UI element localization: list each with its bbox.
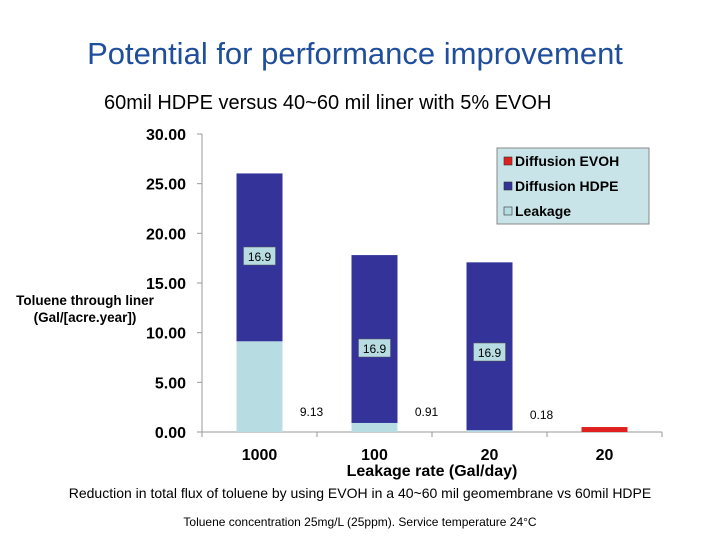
x-tick-label: 100 [361,447,388,464]
y-tick-label: 30.00 [146,127,186,144]
bar-leakage [236,341,283,432]
legend-swatch-diffusion-evoh [503,156,513,166]
y-axis-label: Toluene through liner (Gal/[acre.year]) [16,293,154,325]
slide-note: Toluene concentration 25mg/L (25ppm). Se… [183,515,537,529]
legend-label-diffusion-evoh: Diffusion EVOH [515,153,619,169]
data-label-leakage: 0.18 [530,408,554,422]
data-label-diffusion-hdpe: 16.9 [363,342,387,356]
x-axis-label: Leakage rate (Gal/day) [347,463,518,480]
data-label-leakage: 0.91 [415,405,439,419]
y-tick-label: 25.00 [146,177,186,194]
y-tick-label: 20.00 [146,226,186,243]
slide-title: Potential for performance improvement [87,36,623,71]
x-tick-label: 20 [481,447,499,464]
data-label-box [243,246,276,266]
legend-swatch-diffusion-hdpe [503,181,513,191]
legend-label-leakage: Leakage [515,203,571,219]
y-tick-label: 15.00 [146,276,186,293]
legend-label-diffusion-hdpe: Diffusion HDPE [515,178,618,194]
data-label-box [473,342,506,362]
chart-subtitle: 60mil HDPE versus 40~60 mil liner with 5… [104,92,552,114]
bar-leakage [351,422,398,432]
y-tick-label: 5.00 [155,375,186,392]
y-tick-label: 0.00 [155,425,186,442]
x-tick-label: 1000 [242,447,278,464]
data-label-box [358,338,391,358]
bar-diffusion-evoh [581,427,628,432]
slide-caption: Reduction in total flux of toluene by us… [68,485,652,501]
legend-swatch-leakage [503,206,513,216]
bar-leakage [466,430,513,432]
legend [496,147,650,225]
y-tick-label: 10.00 [146,326,186,343]
data-label-diffusion-hdpe: 16.9 [478,346,502,360]
x-tick-label: 20 [596,447,614,464]
data-label-leakage: 9.13 [300,405,324,419]
data-label-diffusion-hdpe: 16.9 [248,250,272,264]
